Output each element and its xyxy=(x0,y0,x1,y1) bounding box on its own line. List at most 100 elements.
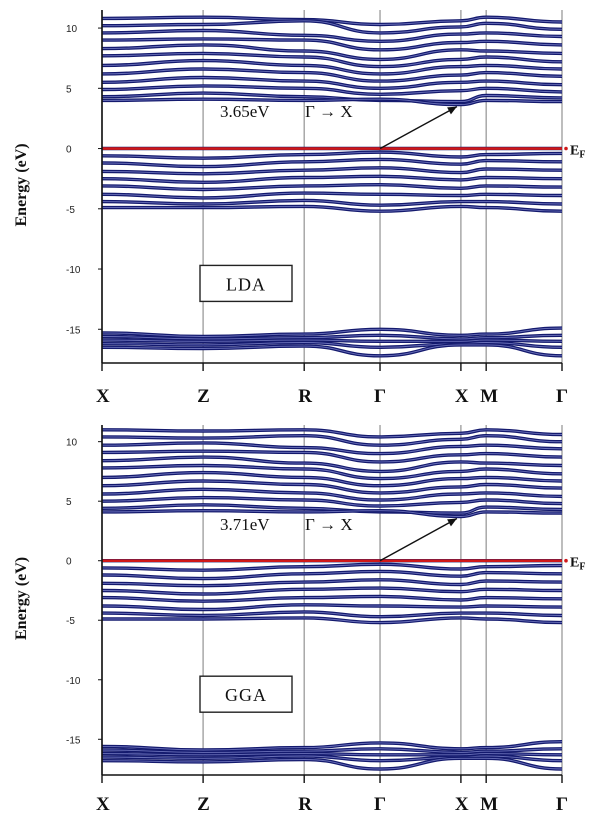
y-tick-label: -10 xyxy=(66,265,81,276)
conduction-band-highlight xyxy=(102,456,562,472)
semicore-band-highlight xyxy=(102,741,562,751)
semicore-band-highlight xyxy=(102,753,562,756)
y-tick-label: -15 xyxy=(66,735,81,746)
bands xyxy=(102,15,562,358)
conduction-band-highlight xyxy=(102,497,562,507)
k-label: Γ xyxy=(556,794,568,815)
y-tick-label: -5 xyxy=(66,616,75,627)
y-axis-title: Energy (eV) xyxy=(13,557,30,640)
k-label: X xyxy=(455,386,469,407)
method-label: GGA xyxy=(225,685,267,705)
transition-label: Γ → X xyxy=(305,515,353,534)
valence-band-highlight xyxy=(102,151,562,159)
method-box xyxy=(199,264,293,303)
semicore-band-highlight xyxy=(102,755,562,762)
valence-band-highlight xyxy=(102,595,562,602)
y-tick-label: -10 xyxy=(66,676,81,687)
conduction-band-highlight xyxy=(102,429,562,438)
valence-band-highlight xyxy=(102,611,562,618)
y-tick-label: -5 xyxy=(66,205,75,216)
gap-arrow-head xyxy=(447,518,457,527)
y-tick-label: 10 xyxy=(66,24,78,35)
conduction-band-highlight xyxy=(102,442,562,455)
k-label: R xyxy=(298,794,312,815)
valence-band-highlight xyxy=(102,167,562,175)
semicore-band xyxy=(102,756,562,771)
conduction-band-highlight xyxy=(102,68,562,82)
fermi-marker xyxy=(564,146,568,151)
valence-band-highlight xyxy=(102,570,562,580)
valence-band-highlight xyxy=(102,199,562,206)
semicore-band-highlight xyxy=(102,327,562,337)
conduction-band-highlight xyxy=(102,38,562,51)
semicore-band-highlight xyxy=(102,339,562,342)
valence-band-highlight xyxy=(102,587,562,595)
y-tick-label: 0 xyxy=(66,557,72,568)
conduction-band-highlight xyxy=(102,435,562,446)
k-label: X xyxy=(96,794,110,815)
semicore-band xyxy=(102,343,562,358)
valence-band-highlight xyxy=(102,184,562,190)
gap-arrow-line xyxy=(379,517,458,562)
semicore-band-highlight xyxy=(102,757,562,770)
conduction-band-highlight xyxy=(102,30,562,42)
valence-band-highlight xyxy=(102,192,562,199)
conduction-band-highlight xyxy=(102,480,562,494)
method-box xyxy=(199,675,293,713)
k-label: M xyxy=(480,794,498,815)
conduction-band-highlight xyxy=(102,16,562,25)
fermi-label: EF xyxy=(570,556,585,573)
k-label: Z xyxy=(197,386,210,407)
semicore-band-highlight xyxy=(102,334,562,340)
valence-band xyxy=(102,610,562,619)
gap-arrow-head xyxy=(447,106,457,115)
semicore-band xyxy=(102,326,562,339)
conduction-band-highlight xyxy=(102,450,562,463)
valence-band-highlight xyxy=(102,617,562,624)
k-label: Γ xyxy=(374,794,386,815)
y-tick-label: -15 xyxy=(66,325,81,336)
k-label: X xyxy=(455,794,469,815)
valence-band-highlight xyxy=(102,175,562,183)
conduction-band-highlight xyxy=(102,20,562,34)
k-label: X xyxy=(96,386,110,407)
fermi-label-sub: F xyxy=(579,150,585,161)
conduction-band-highlight xyxy=(102,85,562,95)
valence-band-highlight xyxy=(102,205,562,212)
gap-arrow-line xyxy=(379,105,458,150)
conduction-band-highlight xyxy=(102,44,562,60)
method-label: LDA xyxy=(226,274,266,294)
conduction-band-highlight xyxy=(102,472,562,487)
conduction-band-highlight xyxy=(102,98,562,106)
k-label: Z xyxy=(197,794,210,815)
gap-value-label: 3.65eV xyxy=(220,102,270,121)
fermi-label: EF xyxy=(570,144,585,161)
bands xyxy=(102,428,562,771)
semicore-band xyxy=(102,740,562,752)
k-label: R xyxy=(298,386,312,407)
valence-band xyxy=(102,198,562,207)
fermi-label-main: E xyxy=(570,144,579,159)
k-label: Γ xyxy=(556,386,568,407)
y-tick-label: 10 xyxy=(66,438,78,449)
transition-label: Γ → X xyxy=(305,102,353,121)
gap-value-label: 3.71eV xyxy=(220,515,270,534)
conduction-band-highlight xyxy=(102,488,562,501)
semicore-band-highlight xyxy=(102,342,562,348)
k-label: Γ xyxy=(374,386,386,407)
valence-band-highlight xyxy=(102,563,562,571)
valence-band xyxy=(102,204,562,213)
valence-band-highlight xyxy=(102,604,562,610)
y-axis-title: Energy (eV) xyxy=(13,143,30,226)
y-tick-label: 0 xyxy=(66,145,72,156)
k-label: M xyxy=(480,386,498,407)
semicore-band-highlight xyxy=(102,748,562,753)
valence-band-highlight xyxy=(102,579,562,587)
valence-band-highlight xyxy=(102,158,562,168)
conduction-band-highlight xyxy=(102,510,562,517)
fermi-marker xyxy=(564,558,568,563)
y-tick-label: 5 xyxy=(66,497,72,508)
